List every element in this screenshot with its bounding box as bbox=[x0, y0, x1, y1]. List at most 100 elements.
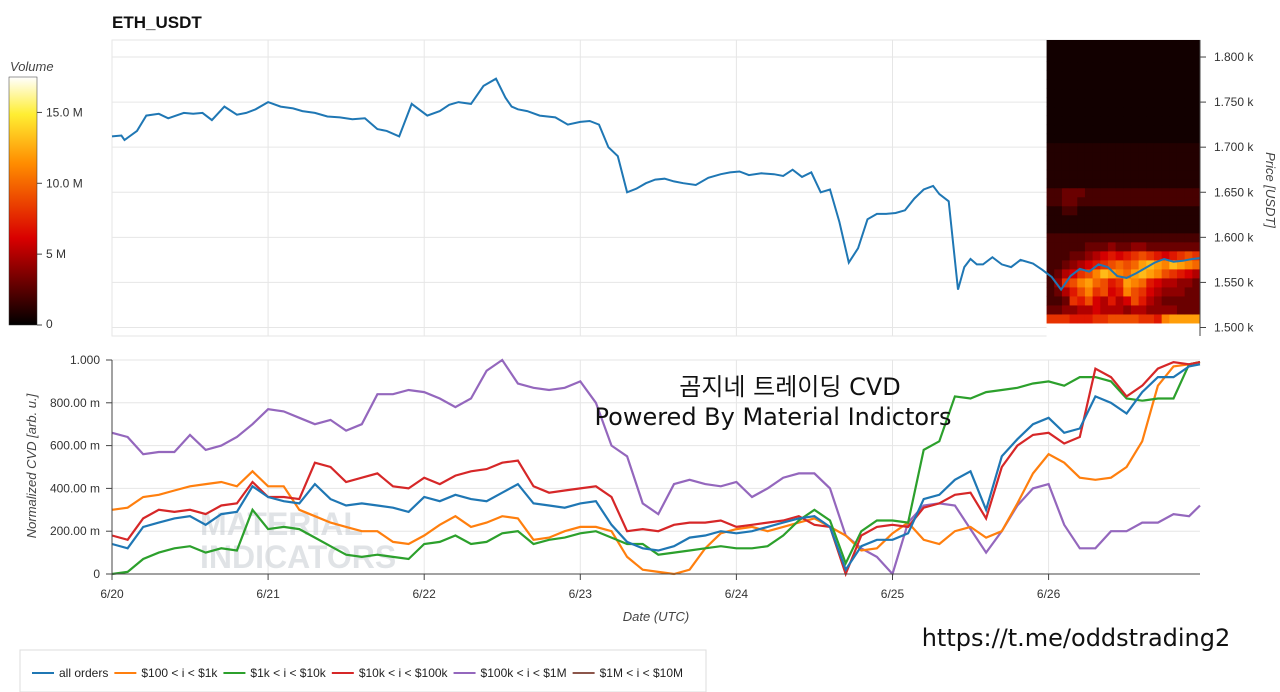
heatmap-cell bbox=[1092, 160, 1101, 171]
heatmap-cell bbox=[1123, 169, 1132, 180]
heatmap-cell bbox=[1123, 259, 1132, 270]
heatmap-cell bbox=[1169, 151, 1178, 162]
heatmap-cell bbox=[1130, 133, 1140, 144]
heatmap-cell bbox=[1161, 295, 1170, 306]
heatmap-cell bbox=[1115, 133, 1124, 144]
heatmap-cell bbox=[1146, 268, 1155, 279]
heatmap-cell bbox=[1176, 106, 1186, 117]
price-tick-label: 1.800 k bbox=[1214, 50, 1254, 64]
heatmap-cell bbox=[1138, 40, 1147, 63]
heatmap-cell bbox=[1153, 187, 1163, 198]
colorbar-tick-label: 5 M bbox=[46, 247, 66, 261]
heatmap-cell bbox=[1100, 322, 1109, 337]
heatmap-cell bbox=[1054, 106, 1063, 117]
heatmap-cell bbox=[1176, 40, 1186, 63]
heatmap-cell bbox=[1130, 40, 1140, 63]
heatmap-cell bbox=[1107, 196, 1117, 207]
heatmap-cell bbox=[1069, 88, 1078, 99]
heatmap-cell bbox=[1153, 286, 1163, 297]
heatmap-cell bbox=[1192, 304, 1201, 315]
heatmap-cell bbox=[1115, 277, 1124, 288]
heatmap-cell bbox=[1130, 223, 1140, 234]
heatmap-cell bbox=[1107, 268, 1117, 279]
heatmap-cell bbox=[1176, 97, 1186, 108]
heatmap-cell bbox=[1107, 223, 1117, 234]
heatmap-cell bbox=[1176, 79, 1186, 90]
heatmap-cell bbox=[1115, 241, 1124, 252]
heatmap-cell bbox=[1084, 115, 1094, 126]
heatmap-cell bbox=[1146, 205, 1155, 216]
heatmap-cell bbox=[1184, 322, 1193, 337]
heatmap-cell bbox=[1130, 241, 1140, 252]
heatmap-cell bbox=[1146, 106, 1155, 117]
heatmap-cell bbox=[1077, 115, 1086, 126]
heatmap-cell bbox=[1130, 61, 1140, 72]
heatmap-cell bbox=[1046, 268, 1055, 279]
heatmap-cell bbox=[1054, 133, 1063, 144]
heatmap-cell bbox=[1176, 268, 1186, 279]
heatmap-cell bbox=[1138, 133, 1147, 144]
heatmap-cell bbox=[1084, 97, 1094, 108]
heatmap-cell bbox=[1077, 205, 1086, 216]
heatmap-cell bbox=[1176, 295, 1186, 306]
heatmap-cell bbox=[1192, 241, 1201, 252]
heatmap-cell bbox=[1107, 97, 1117, 108]
heatmap-cell bbox=[1046, 160, 1055, 171]
heatmap-cell bbox=[1123, 88, 1132, 99]
heatmap-cell bbox=[1061, 142, 1071, 153]
heatmap-cell bbox=[1092, 178, 1101, 189]
heatmap-cell bbox=[1092, 268, 1101, 279]
heatmap-cell bbox=[1192, 88, 1201, 99]
heatmap-cell bbox=[1084, 196, 1094, 207]
heatmap-cell bbox=[1077, 322, 1086, 337]
heatmap-cell bbox=[1084, 151, 1094, 162]
legend-box bbox=[19, 649, 707, 692]
heatmap-cell bbox=[1100, 304, 1109, 315]
heatmap-cell bbox=[1077, 124, 1086, 135]
heatmap-cell bbox=[1169, 40, 1178, 63]
heatmap-cell bbox=[1115, 106, 1124, 117]
heatmap-cell bbox=[1054, 160, 1063, 171]
heatmap-cell bbox=[1176, 142, 1186, 153]
heatmap-cell bbox=[1184, 124, 1193, 135]
heatmap-cell bbox=[1100, 88, 1109, 99]
heatmap-cell bbox=[1077, 250, 1086, 261]
heatmap-cell bbox=[1046, 97, 1055, 108]
heatmap-cell bbox=[1123, 250, 1132, 261]
heatmap-cell bbox=[1107, 178, 1117, 189]
heatmap-cell bbox=[1115, 214, 1124, 225]
heatmap-cell bbox=[1161, 97, 1170, 108]
heatmap-cell bbox=[1115, 160, 1124, 171]
legend-label: $100k < i < $1M bbox=[481, 666, 567, 680]
colorbar-tick-label: 10.0 M bbox=[46, 176, 83, 190]
heatmap-cell bbox=[1184, 79, 1193, 90]
heatmap-cell bbox=[1176, 133, 1186, 144]
heatmap-cell bbox=[1146, 250, 1155, 261]
heatmap-cell bbox=[1153, 124, 1163, 135]
heatmap-cell bbox=[1138, 295, 1147, 306]
heatmap-cell bbox=[1054, 223, 1063, 234]
heatmap-cell bbox=[1146, 178, 1155, 189]
heatmap-cell bbox=[1169, 277, 1178, 288]
heatmap-cell bbox=[1069, 133, 1078, 144]
heatmap-cell bbox=[1092, 97, 1101, 108]
heatmap-cell bbox=[1146, 133, 1155, 144]
heatmap-cell bbox=[1092, 295, 1101, 306]
cvd-series-all_orders bbox=[111, 363, 1201, 573]
heatmap-cell bbox=[1123, 133, 1132, 144]
heatmap-cell bbox=[1161, 286, 1170, 297]
heatmap-cell bbox=[1192, 250, 1201, 261]
heatmap-cell bbox=[1069, 241, 1078, 252]
heatmap-cell bbox=[1169, 205, 1178, 216]
heatmap-cell bbox=[1100, 232, 1109, 243]
heatmap-cell bbox=[1184, 259, 1193, 270]
heatmap-cell bbox=[1107, 124, 1117, 135]
heatmap-cell bbox=[1069, 97, 1078, 108]
heatmap-cell bbox=[1077, 196, 1086, 207]
heatmap-cell bbox=[1084, 214, 1094, 225]
heatmap-cell bbox=[1138, 151, 1147, 162]
heatmap-cell bbox=[1084, 178, 1094, 189]
heatmap-cell bbox=[1107, 259, 1117, 270]
heatmap-cell bbox=[1069, 169, 1078, 180]
heatmap-cell bbox=[1084, 106, 1094, 117]
